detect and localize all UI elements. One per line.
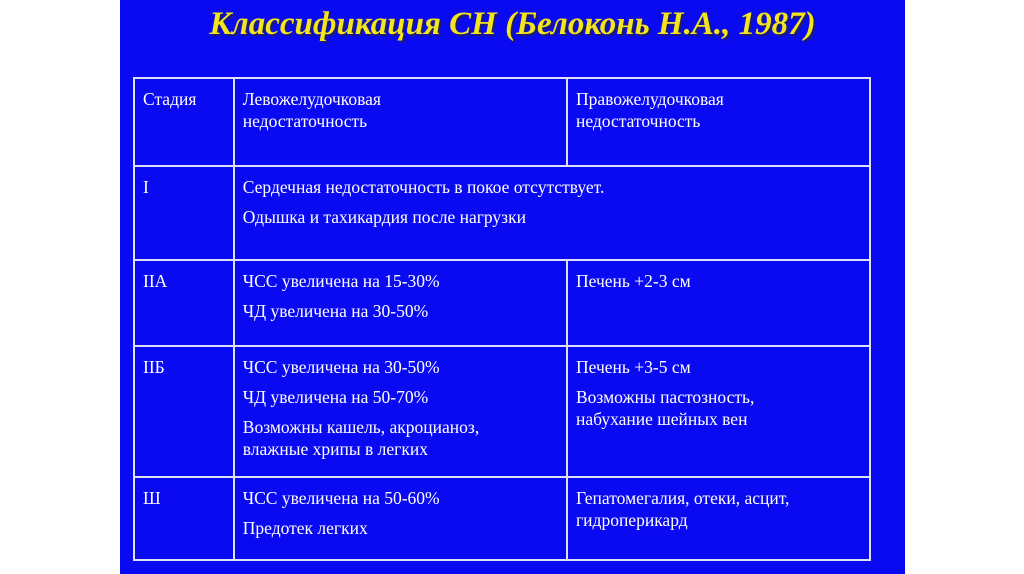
left-cell: ЧСС увеличена на 15-30% ЧД увеличена на … (232, 259, 569, 347)
right-cell: Гепатомегалия, отеки, асцит, гидроперика… (566, 476, 871, 561)
table-header-row: Стадия Левожелудочковая недостаточность … (133, 77, 871, 167)
combined-cell: Сердечная недостаточность в покое отсутс… (232, 165, 872, 261)
table-row: IIБ ЧСС увеличена на 30-50% ЧД увеличена… (133, 345, 871, 478)
left-cell: ЧСС увеличена на 50-60% Предотек легких (232, 476, 569, 561)
right-cell: Печень +2-3 см (566, 259, 871, 347)
classification-table: Стадия Левожелудочковая недостаточность … (133, 77, 872, 561)
slide-title: Классификация СН (Белоконь Н.А., 1987) (209, 6, 816, 42)
table-row: Ш ЧСС увеличена на 50-60% Предотек легки… (133, 476, 871, 561)
table-row: IIA ЧСС увеличена на 15-30% ЧД увеличена… (133, 259, 871, 347)
right-cell: Печень +3-5 см Возможны пастозность, наб… (566, 345, 871, 478)
header-left: Левожелудочковая недостаточность (232, 77, 569, 167)
stage-cell: IIA (133, 259, 235, 347)
header-stage: Стадия (133, 77, 235, 167)
left-cell: ЧСС увеличена на 30-50% ЧД увеличена на … (232, 345, 569, 478)
stage-cell: IIБ (133, 345, 235, 478)
header-right: Правожелудочковая недостаточность (566, 77, 871, 167)
table-row: I Сердечная недостаточность в покое отсу… (133, 165, 872, 261)
slide: Классификация СН (Белоконь Н.А., 1987) С… (120, 0, 905, 574)
stage-cell: I (133, 165, 235, 261)
stage-cell: Ш (133, 476, 235, 561)
